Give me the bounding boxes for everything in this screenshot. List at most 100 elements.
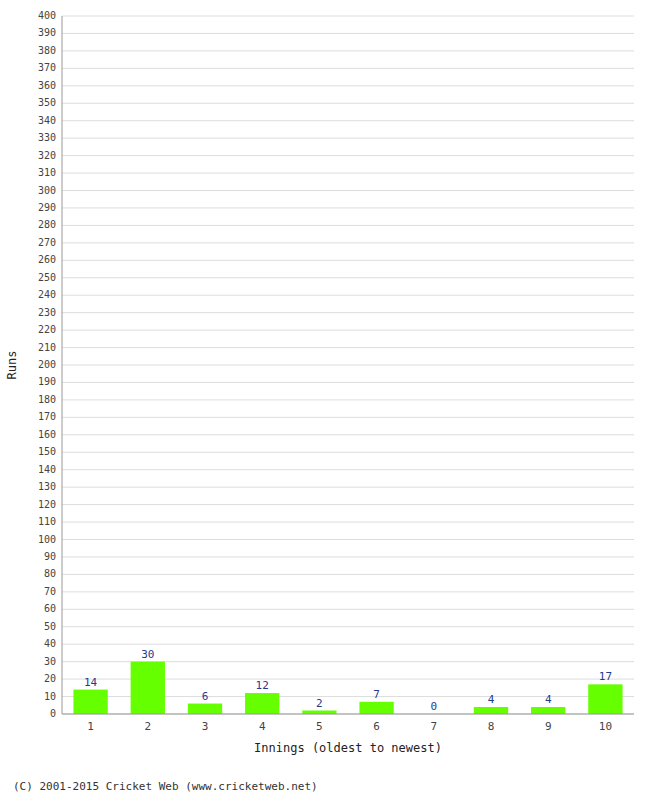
y-tick-label: 340 bbox=[38, 115, 56, 126]
grid-line bbox=[62, 504, 634, 505]
y-tick-label: 270 bbox=[38, 237, 56, 248]
grid-line bbox=[62, 295, 634, 296]
y-tick-label: 190 bbox=[38, 376, 56, 387]
y-tick-label: 250 bbox=[38, 272, 56, 283]
grid-line bbox=[62, 155, 634, 156]
grid-line bbox=[62, 190, 634, 191]
y-tick-label: 370 bbox=[38, 62, 56, 73]
data-label: 6 bbox=[202, 690, 209, 703]
grid-line bbox=[62, 609, 634, 610]
y-tick-label: 180 bbox=[38, 394, 56, 405]
grid-line bbox=[62, 574, 634, 575]
x-axis-label: Innings (oldest to newest) bbox=[254, 741, 442, 755]
grid-line bbox=[62, 16, 634, 17]
y-ticks: 0102030405060708090100110120130140150160… bbox=[38, 10, 56, 719]
data-label: 7 bbox=[373, 688, 380, 701]
grid-line bbox=[62, 487, 634, 488]
y-tick-label: 350 bbox=[38, 97, 56, 108]
data-label: 30 bbox=[141, 648, 154, 661]
y-tick-label: 380 bbox=[38, 45, 56, 56]
grid-line bbox=[62, 382, 634, 383]
bar bbox=[531, 707, 565, 714]
grid-line bbox=[62, 277, 634, 278]
grid-line bbox=[62, 556, 634, 557]
x-tick-label: 5 bbox=[316, 720, 323, 733]
y-tick-label: 160 bbox=[38, 429, 56, 440]
data-label: 2 bbox=[316, 697, 323, 710]
grid-line bbox=[62, 644, 634, 645]
x-tick-label: 7 bbox=[430, 720, 437, 733]
y-tick-label: 310 bbox=[38, 167, 56, 178]
grid-line bbox=[62, 347, 634, 348]
bar bbox=[302, 711, 336, 714]
grid-line bbox=[62, 85, 634, 86]
y-tick-label: 230 bbox=[38, 307, 56, 318]
y-tick-label: 170 bbox=[38, 411, 56, 422]
data-labels: 14306122704417 bbox=[84, 648, 612, 713]
y-tick-label: 140 bbox=[38, 464, 56, 475]
y-tick-label: 40 bbox=[44, 638, 56, 649]
x-axis-line bbox=[62, 714, 634, 715]
y-tick-label: 110 bbox=[38, 516, 56, 527]
y-tick-label: 360 bbox=[38, 80, 56, 91]
y-tick-label: 60 bbox=[44, 603, 56, 614]
y-tick-label: 240 bbox=[38, 289, 56, 300]
grid-line bbox=[62, 522, 634, 523]
y-tick-label: 300 bbox=[38, 185, 56, 196]
grid-line bbox=[62, 173, 634, 174]
y-tick-label: 260 bbox=[38, 254, 56, 265]
data-label: 12 bbox=[256, 679, 269, 692]
data-label: 14 bbox=[84, 676, 98, 689]
bar bbox=[73, 690, 107, 714]
x-ticks: 12345678910 bbox=[87, 720, 612, 733]
x-tick-label: 1 bbox=[87, 720, 94, 733]
y-tick-label: 200 bbox=[38, 359, 56, 370]
grid-line bbox=[62, 33, 634, 34]
grid-line bbox=[62, 469, 634, 470]
grid-line bbox=[62, 312, 634, 313]
y-tick-label: 0 bbox=[50, 708, 56, 719]
y-tick-label: 130 bbox=[38, 481, 56, 492]
bar bbox=[245, 693, 279, 714]
grid-line bbox=[62, 452, 634, 453]
y-tick-label: 30 bbox=[44, 656, 56, 667]
x-tick-label: 3 bbox=[202, 720, 209, 733]
grid bbox=[62, 16, 634, 714]
x-tick-label: 9 bbox=[545, 720, 552, 733]
y-axis-label: Runs bbox=[5, 351, 19, 380]
y-axis-line bbox=[62, 16, 63, 714]
y-tick-label: 280 bbox=[38, 219, 56, 230]
data-label: 4 bbox=[545, 693, 552, 706]
grid-line bbox=[62, 539, 634, 540]
y-tick-label: 10 bbox=[44, 691, 56, 702]
bars bbox=[73, 662, 622, 714]
y-tick-label: 320 bbox=[38, 150, 56, 161]
x-tick-label: 10 bbox=[599, 720, 612, 733]
data-label: 4 bbox=[488, 693, 495, 706]
grid-line bbox=[62, 68, 634, 69]
y-tick-label: 220 bbox=[38, 324, 56, 335]
chart: 0102030405060708090100110120130140150160… bbox=[0, 0, 650, 800]
y-tick-label: 100 bbox=[38, 534, 56, 545]
data-label: 0 bbox=[430, 700, 437, 713]
x-tick-label: 4 bbox=[259, 720, 266, 733]
grid-line bbox=[62, 365, 634, 366]
x-tick-label: 8 bbox=[488, 720, 495, 733]
y-tick-label: 150 bbox=[38, 446, 56, 457]
grid-line bbox=[62, 591, 634, 592]
y-tick-label: 20 bbox=[44, 673, 56, 684]
y-tick-label: 290 bbox=[38, 202, 56, 213]
y-tick-label: 210 bbox=[38, 342, 56, 353]
bar bbox=[588, 684, 622, 714]
x-tick-label: 6 bbox=[373, 720, 380, 733]
grid-line bbox=[62, 260, 634, 261]
grid-line bbox=[62, 417, 634, 418]
grid-line bbox=[62, 120, 634, 121]
grid-line bbox=[62, 242, 634, 243]
bar bbox=[474, 707, 508, 714]
y-tick-label: 80 bbox=[44, 568, 56, 579]
y-tick-label: 90 bbox=[44, 551, 56, 562]
y-tick-label: 70 bbox=[44, 586, 56, 597]
bar bbox=[359, 702, 393, 714]
grid-line bbox=[62, 434, 634, 435]
